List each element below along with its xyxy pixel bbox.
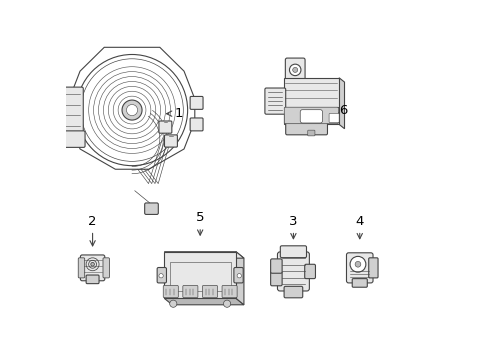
Circle shape [81,59,183,161]
Polygon shape [339,78,344,129]
FancyBboxPatch shape [183,285,198,298]
FancyBboxPatch shape [329,113,339,123]
FancyBboxPatch shape [190,96,203,109]
Circle shape [223,300,231,307]
FancyBboxPatch shape [270,271,282,286]
Polygon shape [164,252,244,258]
FancyBboxPatch shape [222,285,237,298]
FancyBboxPatch shape [103,258,109,278]
FancyBboxPatch shape [286,122,327,135]
FancyBboxPatch shape [234,267,243,283]
Circle shape [91,262,95,266]
FancyBboxPatch shape [59,131,85,147]
FancyBboxPatch shape [284,107,339,124]
FancyBboxPatch shape [305,264,316,279]
Text: 1: 1 [167,107,183,120]
FancyBboxPatch shape [80,255,105,281]
FancyBboxPatch shape [159,121,172,133]
FancyBboxPatch shape [78,258,85,278]
FancyBboxPatch shape [86,275,99,284]
FancyBboxPatch shape [265,88,286,114]
Polygon shape [164,298,244,305]
FancyBboxPatch shape [368,258,378,278]
Text: 5: 5 [196,211,204,235]
FancyBboxPatch shape [165,135,177,147]
Circle shape [122,100,142,120]
Text: 2: 2 [88,215,97,246]
FancyBboxPatch shape [352,279,368,287]
FancyBboxPatch shape [346,253,373,283]
Circle shape [290,64,301,76]
FancyBboxPatch shape [300,110,322,123]
Circle shape [170,300,177,307]
FancyBboxPatch shape [145,203,158,215]
FancyBboxPatch shape [277,252,309,291]
FancyBboxPatch shape [190,118,203,131]
Text: 4: 4 [356,215,364,239]
Polygon shape [236,252,244,305]
Polygon shape [69,47,195,169]
FancyBboxPatch shape [284,78,339,125]
FancyBboxPatch shape [61,87,83,133]
FancyBboxPatch shape [202,285,218,298]
FancyBboxPatch shape [284,286,303,298]
Circle shape [293,67,298,72]
Circle shape [76,54,188,166]
Text: 6: 6 [333,104,348,117]
Circle shape [126,104,138,116]
Circle shape [237,274,242,278]
FancyBboxPatch shape [163,285,178,298]
FancyBboxPatch shape [164,252,236,298]
FancyBboxPatch shape [270,259,282,273]
Circle shape [355,261,361,267]
Text: 3: 3 [289,215,297,239]
Circle shape [159,274,163,278]
FancyBboxPatch shape [285,58,305,81]
FancyBboxPatch shape [308,130,315,136]
FancyBboxPatch shape [157,267,167,283]
Circle shape [350,256,366,272]
FancyBboxPatch shape [280,246,307,258]
